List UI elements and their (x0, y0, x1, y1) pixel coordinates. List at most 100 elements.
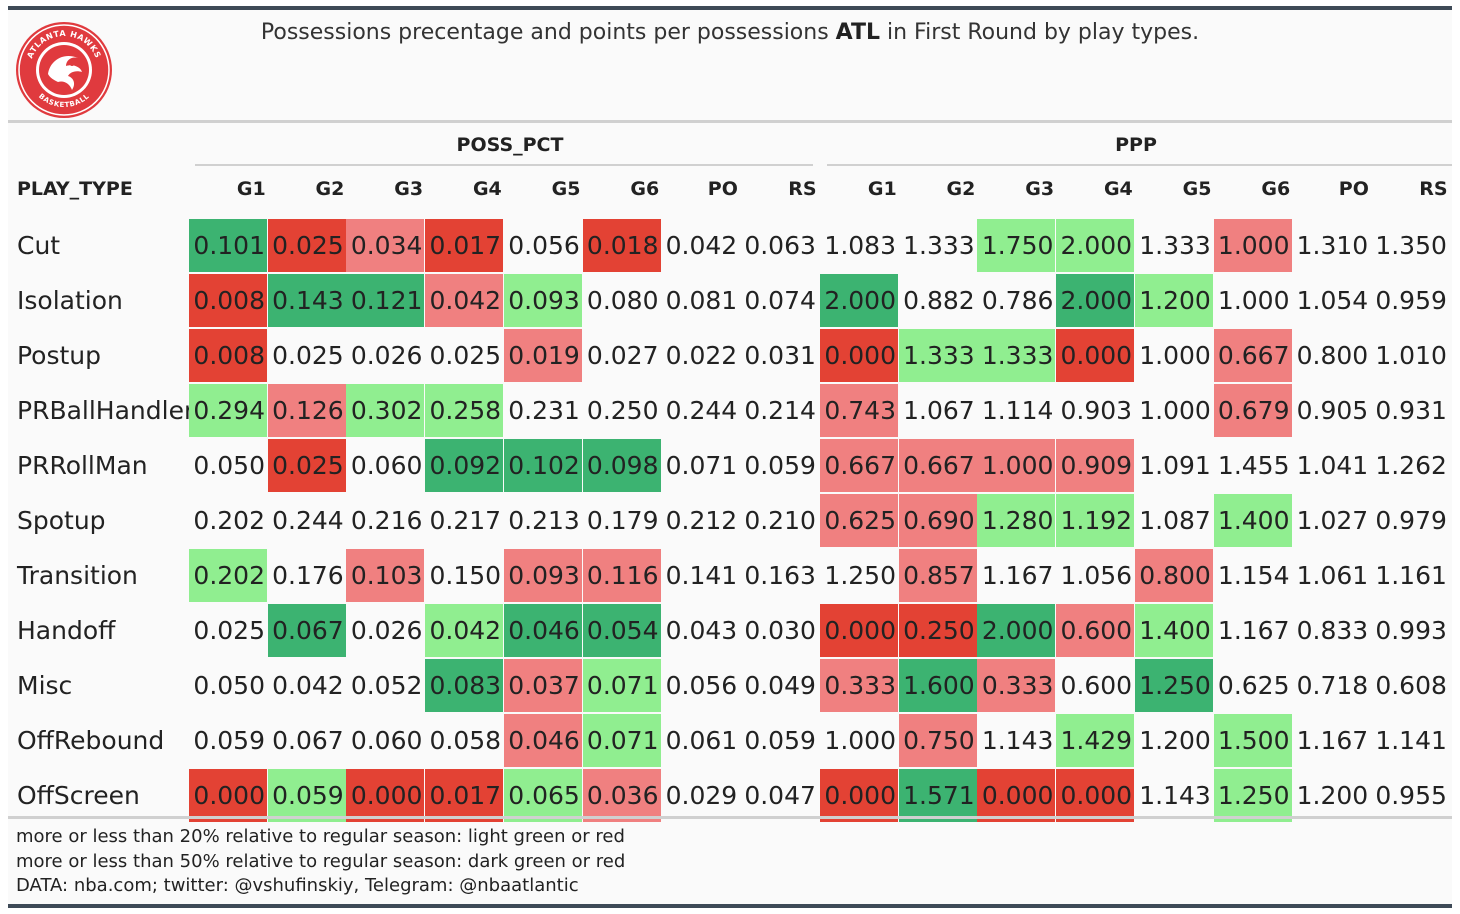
poss-cell-g1: 0.202 (193, 506, 265, 535)
poss-cell-g6: 0.071 (582, 714, 661, 767)
poss-cell-po: 0.043 (665, 616, 738, 645)
ppp-cell-rs: 1.350 (1375, 231, 1447, 260)
poss-cell-g2: 0.025 (267, 219, 346, 272)
poss-cell-rs: 0.059 (744, 726, 816, 755)
play-type-label: Transition (17, 561, 138, 590)
ppp-cell-g1: 1.250 (824, 561, 896, 590)
poss-cell-g5: 0.065 (503, 769, 582, 822)
play-type-label: OffRebound (17, 726, 165, 755)
poss-cell-g1: 0.025 (193, 616, 265, 645)
poss-cell-g6: 0.071 (582, 659, 661, 712)
ppp-cell-g2: 0.667 (898, 439, 977, 492)
legend-note-50pct: more or less than 50% relative to regula… (16, 851, 626, 872)
column-header-ppp-po: PO (1338, 178, 1369, 200)
data-source-credit: DATA: nba.com; twitter: @vshufinskiy, Te… (16, 875, 579, 896)
poss-cell-po: 0.081 (665, 286, 738, 315)
poss-cell-g4: 0.025 (429, 341, 502, 370)
poss-cell-po: 0.244 (665, 396, 738, 425)
ppp-cell-g6: 1.167 (1217, 616, 1290, 645)
atlanta-hawks-logo: ATLANTA HAWKS BASKETBALL (14, 20, 114, 120)
ppp-cell-g1: 1.083 (824, 231, 896, 260)
poss-cell-g1: 0.202 (189, 549, 267, 602)
poss-cell-g3: 0.302 (346, 384, 425, 437)
top-border (8, 6, 1452, 10)
ppp-cell-g6: 0.667 (1213, 329, 1292, 382)
poss-cell-po: 0.212 (665, 506, 738, 535)
ppp-cell-po: 0.905 (1296, 396, 1369, 425)
ppp-cell-g2: 1.067 (903, 396, 975, 425)
ppp-cell-g1: 0.743 (820, 384, 898, 437)
ppp-cell-g5: 1.000 (1139, 396, 1211, 425)
ppp-cell-g2: 0.882 (903, 286, 975, 315)
header-divider (8, 120, 1452, 123)
ppp-cell-g1: 0.333 (820, 659, 898, 712)
poss-cell-rs: 0.030 (744, 616, 816, 645)
group-underline-ppp (827, 164, 1452, 166)
poss-cell-g1: 0.050 (193, 451, 265, 480)
poss-cell-po: 0.022 (665, 341, 738, 370)
ppp-cell-g3: 1.167 (981, 561, 1054, 590)
ppp-cell-g4: 0.903 (1060, 396, 1133, 425)
ppp-cell-g2: 1.333 (898, 329, 977, 382)
ppp-cell-po: 1.310 (1296, 231, 1369, 260)
poss-cell-g3: 0.121 (346, 274, 425, 327)
poss-cell-g4: 0.017 (425, 219, 504, 272)
play-type-label: OffScreen (17, 781, 140, 810)
ppp-cell-g4: 2.000 (1056, 219, 1135, 272)
poss-cell-g6: 0.098 (582, 439, 661, 492)
poss-cell-g3: 0.026 (350, 616, 423, 645)
ppp-cell-g2: 0.250 (898, 604, 977, 657)
ppp-cell-g6: 0.679 (1213, 384, 1292, 437)
poss-cell-g1: 0.059 (193, 726, 265, 755)
column-header-ppp-g5: G5 (1182, 178, 1212, 200)
column-header-poss-g1: G1 (236, 178, 266, 200)
poss-cell-g4: 0.092 (425, 439, 504, 492)
poss-cell-g5: 0.213 (508, 506, 580, 535)
poss-cell-g3: 0.060 (350, 726, 423, 755)
column-header-play-type: PLAY_TYPE (17, 178, 133, 200)
ppp-cell-g6: 1.455 (1217, 451, 1290, 480)
play-type-label: Cut (17, 231, 61, 260)
ppp-cell-rs: 0.959 (1375, 286, 1447, 315)
poss-cell-g2: 0.059 (267, 769, 346, 822)
poss-cell-g1: 0.294 (189, 384, 267, 437)
column-header-ppp-g2: G2 (946, 178, 976, 200)
group-label-ppp: PPP (1115, 134, 1157, 156)
ppp-cell-g6: 1.000 (1217, 286, 1290, 315)
play-type-label: PRBallHandler (17, 396, 195, 425)
poss-cell-rs: 0.074 (744, 286, 816, 315)
ppp-cell-g4: 0.000 (1056, 329, 1135, 382)
table-row: Transition 0.202 0.176 0.103 0.150 0.093 0.116… (8, 549, 1452, 602)
group-label-poss-pct: POSS_PCT (456, 134, 564, 156)
ppp-cell-po: 1.054 (1296, 286, 1369, 315)
poss-cell-po: 0.042 (665, 231, 738, 260)
poss-cell-po: 0.071 (665, 451, 738, 480)
ppp-cell-g3: 2.000 (977, 604, 1056, 657)
ppp-cell-g5: 1.200 (1134, 274, 1213, 327)
column-header-ppp-g4: G4 (1103, 178, 1133, 200)
page-title: Possessions precentage and points per po… (8, 20, 1452, 45)
ppp-cell-g1: 2.000 (820, 274, 898, 327)
poss-cell-g5: 0.093 (503, 274, 582, 327)
play-type-label: Isolation (17, 286, 123, 315)
table-row: Isolation 0.008 0.143 0.121 0.042 0.093 0.080 0… (8, 274, 1452, 327)
ppp-cell-po: 1.061 (1296, 561, 1369, 590)
poss-cell-g3: 0.060 (350, 451, 423, 480)
ppp-cell-g6: 1.000 (1213, 219, 1292, 272)
legend-note-20pct: more or less than 20% relative to regula… (16, 826, 625, 847)
ppp-cell-g3: 0.333 (977, 659, 1056, 712)
poss-cell-g6: 0.036 (582, 769, 661, 822)
poss-cell-g6: 0.250 (586, 396, 659, 425)
ppp-cell-g4: 1.056 (1060, 561, 1133, 590)
table-row: Misc 0.050 0.042 0.052 0.083 0.037 0.071 0.056 0… (8, 659, 1452, 712)
poss-cell-rs: 0.049 (744, 671, 816, 700)
play-type-label: PRRollMan (17, 451, 148, 480)
table-row: Spotup 0.202 0.244 0.216 0.217 0.213 0.179 0.21… (8, 494, 1452, 547)
ppp-cell-rs: 0.955 (1375, 781, 1447, 810)
poss-cell-g2: 0.067 (272, 726, 344, 755)
column-header-poss-g6: G6 (630, 178, 660, 200)
poss-cell-g5: 0.037 (503, 659, 582, 712)
poss-cell-g4: 0.083 (425, 659, 504, 712)
poss-cell-po: 0.029 (665, 781, 738, 810)
ppp-cell-rs: 0.608 (1375, 671, 1447, 700)
